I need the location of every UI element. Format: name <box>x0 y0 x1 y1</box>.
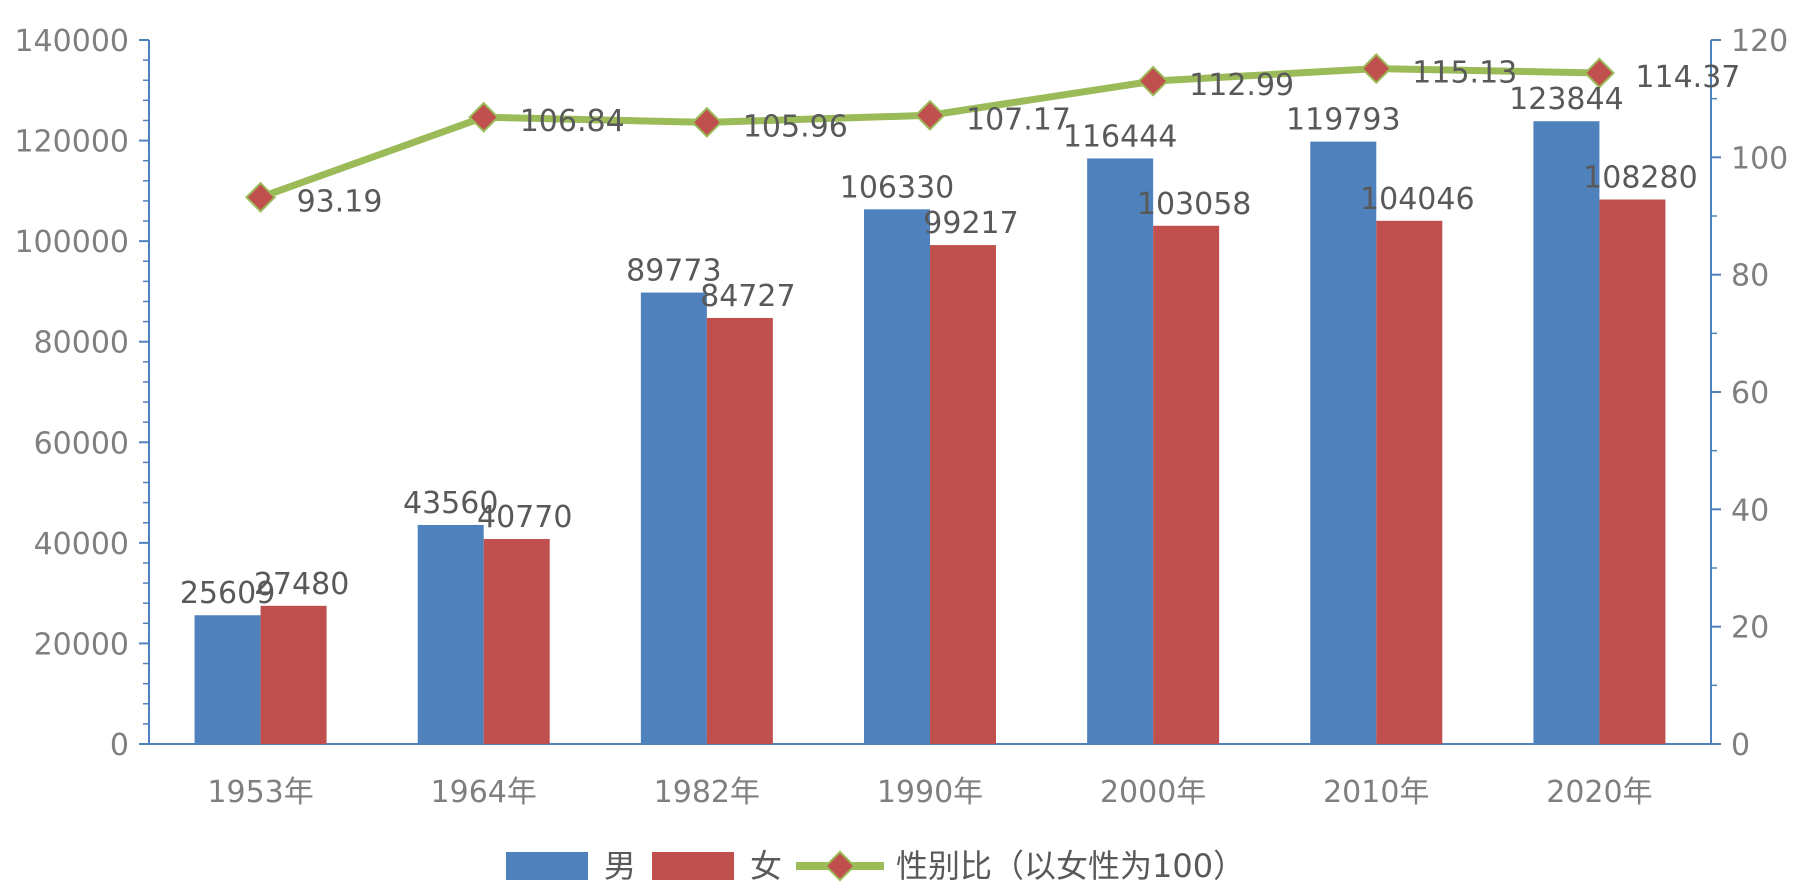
bar-female <box>930 245 996 744</box>
bar-female <box>1599 199 1666 744</box>
x-axis-tick-label: 1982年 <box>654 775 760 810</box>
data-label-ratio: 105.96 <box>743 109 848 144</box>
right-axis-tick-label: 20 <box>1731 611 1769 646</box>
data-label-female: 103058 <box>1137 187 1252 222</box>
ratio-point-marker <box>1137 65 1169 97</box>
x-axis-tick-label: 1953年 <box>207 775 313 810</box>
bar-female <box>1376 220 1443 745</box>
data-label-male: 119793 <box>1286 103 1401 138</box>
data-label-ratio: 112.99 <box>1189 68 1294 103</box>
data-label-ratio: 114.37 <box>1635 60 1740 95</box>
data-label-female: 99217 <box>923 206 1018 241</box>
right-axis-tick-label: 80 <box>1731 259 1769 294</box>
legend-swatch-male <box>506 852 588 880</box>
data-label-male: 116444 <box>1063 119 1178 154</box>
bar-female <box>260 605 327 744</box>
left-axis-tick-label: 120000 <box>14 125 129 160</box>
data-label-female: 104046 <box>1360 182 1475 217</box>
bar-female <box>483 538 550 744</box>
data-label-female: 108280 <box>1583 161 1698 196</box>
ratio-line-group <box>245 53 1615 213</box>
left-axis-tick-label: 20000 <box>34 627 129 662</box>
legend-label-male: 男 <box>604 847 636 885</box>
legend-swatch-ratio-marker <box>824 850 856 882</box>
right-axis-tick-label: 100 <box>1731 141 1788 176</box>
data-label-female: 84727 <box>700 279 795 314</box>
bar-male <box>194 615 261 744</box>
legend-swatch-female <box>652 852 734 880</box>
left-axis-tick-label: 140000 <box>14 24 129 59</box>
left-axis-tick-label: 40000 <box>34 527 129 562</box>
data-label-male: 106330 <box>840 170 955 205</box>
right-axis-tick-label: 0 <box>1731 728 1750 763</box>
legend-label-female: 女 <box>750 847 782 885</box>
legend: 男 女 性别比（以女性为100） <box>506 847 1245 885</box>
bar-female <box>706 317 773 744</box>
bar-male <box>1533 121 1600 745</box>
ratio-point-marker <box>914 99 946 131</box>
bars <box>194 121 1666 745</box>
ratio-point-marker <box>1360 53 1392 85</box>
bar-male <box>1310 141 1377 745</box>
ratio-point-marker <box>468 101 500 133</box>
x-axis-tick-label: 1964年 <box>431 775 537 810</box>
bar-male <box>640 292 707 744</box>
axes: 0 20000 40000 60000 80000 100000 120000 140000 0… <box>14 24 1788 810</box>
data-label-male: 25609 <box>180 576 275 611</box>
x-axis-tick-label: 2020年 <box>1546 775 1652 810</box>
bar-female <box>1153 225 1220 744</box>
left-axis-tick-label: 100000 <box>14 225 129 260</box>
ratio-point-marker <box>245 181 277 213</box>
right-axis-tick-label: 120 <box>1731 24 1788 59</box>
x-axis-tick-label: 2010年 <box>1323 775 1429 810</box>
data-label-female: 27480 <box>254 567 349 602</box>
data-label-male: 43560 <box>403 486 498 521</box>
bar-male <box>1087 158 1154 745</box>
data-label-male: 123844 <box>1509 82 1624 117</box>
bar-male <box>417 524 484 744</box>
data-label-ratio: 107.17 <box>966 102 1071 137</box>
right-axis-tick-label: 40 <box>1731 493 1769 528</box>
data-label-ratio: 115.13 <box>1412 56 1517 91</box>
data-label-ratio: 93.19 <box>297 184 383 219</box>
data-label-female: 40770 <box>477 500 572 535</box>
x-axis-tick-label: 2000年 <box>1100 775 1206 810</box>
left-axis-tick-label: 60000 <box>34 426 129 461</box>
left-axis-tick-label: 80000 <box>34 326 129 361</box>
right-axis-tick-label: 60 <box>1731 376 1769 411</box>
ratio-point-marker <box>1583 57 1615 89</box>
bar-male <box>864 209 930 744</box>
data-label-male: 89773 <box>626 254 721 289</box>
legend-label-ratio: 性别比（以女性为100） <box>896 847 1245 885</box>
left-axis-tick-label: 0 <box>110 728 129 763</box>
ratio-point-marker <box>691 106 723 138</box>
data-label-ratio: 106.84 <box>520 104 625 139</box>
x-axis-tick-label: 1990年 <box>877 775 983 810</box>
